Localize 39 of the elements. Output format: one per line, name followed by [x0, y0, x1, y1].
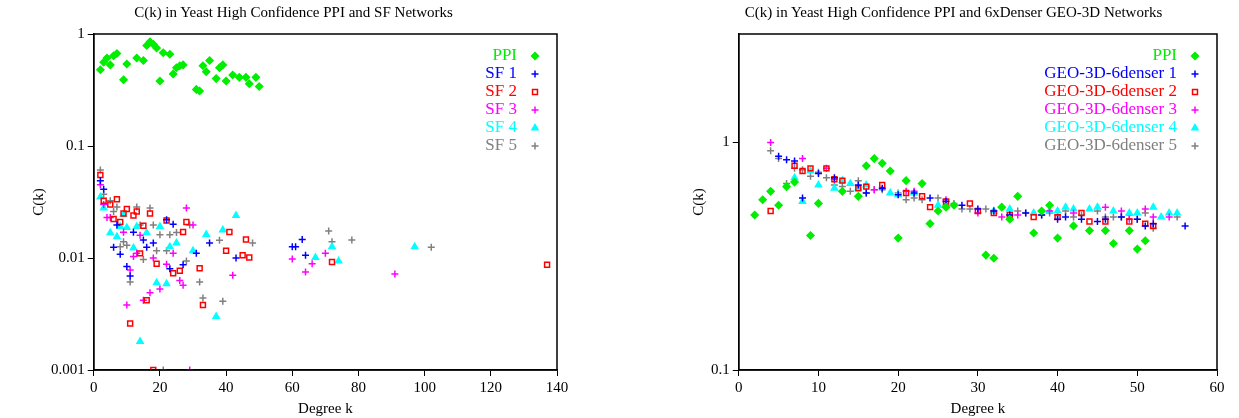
x-tick-label: 60: [1209, 378, 1225, 395]
y-tick-label: 0.001: [51, 360, 85, 377]
y-axis-title: C(k): [689, 188, 707, 216]
legend-label: GEO-3D-6denser 4: [1044, 117, 1178, 137]
x-axis-title: Degree k: [298, 399, 354, 416]
y-tick-label: 1: [77, 24, 85, 41]
y-axis-title: C(k): [29, 188, 47, 216]
y-tick-label: 0.1: [711, 360, 730, 377]
legend-label: PPI: [492, 45, 518, 65]
legend-label: SF 1: [485, 63, 517, 83]
legend-label: SF 5: [485, 135, 517, 155]
x-tick-label: 50: [1129, 378, 1145, 395]
x-tick-label: 30: [970, 378, 986, 395]
chart-title: C(k) in Yeast High Confidence PPI and 6xDenser GEO-3D Networks: [744, 3, 1163, 21]
y-tick-label: 0.1: [66, 136, 85, 153]
x-tick-label: 60: [284, 378, 300, 395]
legend-label: SF 3: [485, 99, 517, 119]
y-tick-label: 1: [722, 133, 730, 150]
x-tick-label: 80: [350, 378, 366, 395]
chart-title: C(k) in Yeast High Confidence PPI and SF Networks: [134, 3, 454, 21]
x-tick-label: 20: [152, 378, 168, 395]
x-axis-title: Degree k: [950, 399, 1006, 416]
x-tick-label: 0: [735, 378, 743, 395]
legend-label: SF 4: [485, 117, 518, 137]
x-tick-label: 40: [1050, 378, 1066, 395]
legend-label: PPI: [1152, 45, 1178, 65]
x-tick-label: 0: [90, 378, 98, 395]
x-tick-label: 100: [413, 378, 436, 395]
x-tick-label: 120: [479, 378, 503, 395]
y-tick-label: 0.01: [58, 248, 85, 265]
legend-label: GEO-3D-6denser 5: [1044, 135, 1177, 155]
legend-label: GEO-3D-6denser 2: [1044, 81, 1177, 101]
x-tick-label: 40: [218, 378, 234, 395]
x-tick-label: 20: [890, 378, 906, 395]
x-tick-label: 140: [545, 378, 569, 395]
legend-label: GEO-3D-6denser 1: [1044, 63, 1177, 83]
legend-label: SF 2: [485, 81, 517, 101]
x-tick-label: 10: [810, 378, 826, 395]
legend-label: GEO-3D-6denser 3: [1044, 99, 1177, 119]
